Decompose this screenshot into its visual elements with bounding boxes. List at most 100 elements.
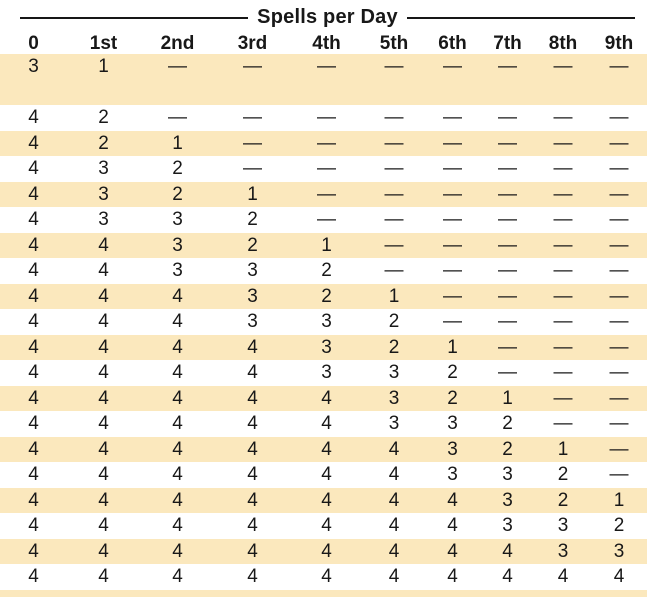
spells-cell: —	[609, 132, 629, 154]
spells-cell: 3	[557, 515, 569, 537]
table-row: 4 4 3 3 2 — — — — —	[0, 258, 647, 284]
spells-cell: 4	[98, 540, 109, 562]
spells-cell: 4	[447, 540, 458, 562]
table-row: 4 4 4 4 4 3 3 2 — —	[0, 411, 647, 437]
spells-cell: 4	[447, 515, 458, 537]
spells-cell: 2	[172, 158, 183, 180]
spells-cell: —	[609, 158, 629, 180]
spells-cell: 4	[98, 234, 109, 256]
spells-cell: —	[609, 234, 629, 256]
title-rule-right	[406, 16, 635, 19]
header-cell: 5th	[379, 33, 409, 54]
spells-cell: 4	[98, 387, 109, 409]
header-cell: 7th	[493, 33, 522, 54]
spells-cell: —	[498, 336, 517, 358]
spells-cell: 4	[98, 489, 109, 511]
spells-cell: 4	[321, 438, 332, 460]
spells-cell: 4	[247, 489, 258, 511]
spells-cell: 4	[28, 209, 39, 231]
spells-cell: —	[553, 260, 573, 282]
spells-cell: 4	[28, 464, 39, 486]
table-body: 3 1 — — — — — — — — 4 2 — — — — — — — — 4 2 1 — — — — — — — 4 3 2 — — — — — — —…	[0, 54, 647, 590]
spells-cell: —	[498, 183, 517, 205]
header-cell: 9th	[604, 33, 634, 54]
spells-cell: 1	[98, 56, 109, 78]
spells-cell: 4	[28, 107, 39, 129]
spells-cell: 2	[502, 413, 513, 435]
spells-cell: 4	[172, 285, 183, 307]
spells-cell: 4	[172, 540, 183, 562]
spells-cell: —	[243, 107, 262, 129]
spells-cell: 3	[502, 464, 513, 486]
spells-cell: —	[168, 107, 187, 129]
spells-cell: 1	[247, 183, 258, 205]
table-row: 4 4 4 3 2 1 — — — —	[0, 283, 647, 309]
header-cell: 1st	[89, 33, 118, 54]
spells-cell: —	[443, 183, 462, 205]
spells-cell: 4	[557, 566, 569, 588]
spells-cell: —	[168, 56, 187, 78]
spells-cell: 4	[28, 336, 39, 358]
spells-cell: —	[609, 362, 629, 384]
spells-cell: 4	[321, 489, 332, 511]
spells-cell: 4	[172, 387, 183, 409]
spells-cell: —	[384, 183, 404, 205]
spells-cell: —	[384, 56, 404, 78]
spells-cell: 2	[172, 183, 183, 205]
table-title: Spells per Day	[257, 6, 398, 28]
spells-cell: —	[443, 158, 462, 180]
spells-cell: 1	[447, 336, 458, 358]
spells-cell: —	[609, 387, 629, 409]
spells-cell: —	[553, 387, 573, 409]
spells-cell: —	[384, 132, 404, 154]
cutoff-row-sliver	[0, 589, 647, 597]
spells-cell: —	[553, 132, 573, 154]
spells-cell: —	[443, 260, 462, 282]
table-row: 3 1 — — — — — — — —	[0, 54, 647, 80]
spells-cell: —	[317, 158, 336, 180]
spells-cell: 2	[502, 438, 513, 460]
spells-cell: 4	[28, 132, 39, 154]
spells-cell: 3	[502, 515, 513, 537]
spells-cell: 4	[247, 566, 258, 588]
spells-cell: —	[384, 107, 404, 129]
spells-cell: 4	[28, 311, 39, 333]
spells-cell: 4	[172, 311, 183, 333]
spells-cell: 3	[28, 56, 39, 78]
spells-cell: 4	[98, 464, 109, 486]
spells-cell: 2	[557, 464, 569, 486]
spells-cell: 3	[388, 362, 400, 384]
table-row: 4 3 3 2 — — — — — —	[0, 207, 647, 233]
spells-cell: 3	[388, 413, 400, 435]
spells-cell: 4	[321, 540, 332, 562]
spells-cell: 3	[247, 285, 258, 307]
title-rule-left	[20, 16, 249, 19]
spells-cell: 3	[613, 540, 625, 562]
table-row: 4 4 4 4 4 3 2 1 — —	[0, 385, 647, 411]
spells-cell: —	[384, 234, 404, 256]
spells-cell: 1	[321, 234, 332, 256]
spells-cell: 1	[557, 438, 569, 460]
spells-cell: 4	[98, 260, 109, 282]
table-row: 4 2 — — — — — — — —	[0, 105, 647, 131]
spells-cell: —	[553, 209, 573, 231]
spells-cell: 4	[247, 413, 258, 435]
table-row: 4 4 4 4 4 4 4 3 3 2	[0, 513, 647, 539]
spells-cell: 4	[98, 566, 109, 588]
spells-cell: —	[443, 209, 462, 231]
spells-cell: 4	[98, 438, 109, 460]
spells-cell: —	[384, 260, 404, 282]
table-row: 4 2 1 — — — — — — —	[0, 130, 647, 156]
spells-cell: —	[243, 56, 262, 78]
header-cell: 6th	[438, 33, 467, 54]
spells-cell: 2	[247, 209, 258, 231]
spells-cell: 3	[98, 158, 109, 180]
spells-cell: 3	[172, 260, 183, 282]
spells-cell: 4	[172, 413, 183, 435]
header-cell: 8th	[548, 33, 578, 54]
spells-cell: 2	[98, 107, 109, 129]
spells-cell: 3	[172, 234, 183, 256]
spells-cell: —	[443, 107, 462, 129]
spells-cell: 4	[613, 566, 625, 588]
spells-cell: —	[553, 413, 573, 435]
